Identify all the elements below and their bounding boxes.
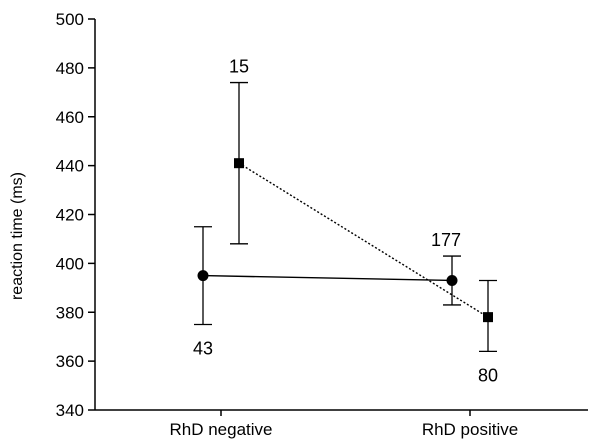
data-markers: [197, 158, 493, 323]
sample-size-label: 15: [229, 57, 249, 77]
series-lines: [202, 162, 489, 318]
sample-size-label: 80: [478, 365, 498, 385]
y-tick-label: 380: [56, 303, 84, 322]
series-line-2: [238, 162, 489, 318]
y-tick-label: 480: [56, 59, 84, 78]
series-line-1: [202, 274, 453, 282]
y-tick-label: 400: [56, 254, 84, 273]
x-tick-label: RhD negative: [169, 420, 272, 439]
y-tick-label: 500: [56, 10, 84, 29]
data-point-circle: [446, 274, 458, 286]
data-point-square: [483, 312, 493, 323]
n-labels: 43 177 15 80: [193, 57, 498, 386]
y-tick-label: 340: [56, 401, 84, 420]
axes: 340 360 380 400 420 440 460 480 500 RhD negative R…: [56, 10, 588, 439]
y-axis-title: reaction time (ms): [9, 172, 26, 300]
data-point-circle: [197, 270, 209, 282]
sample-size-label: 177: [431, 230, 461, 250]
sample-size-label: 43: [193, 338, 213, 358]
error-bars: [194, 81, 497, 353]
y-tick-label: 360: [56, 352, 84, 371]
data-point-square: [234, 158, 244, 169]
y-tick-label: 440: [56, 157, 84, 176]
x-tick-label: RhD positive: [422, 420, 518, 439]
y-tick-label: 460: [56, 108, 84, 127]
y-tick-label: 420: [56, 206, 84, 225]
